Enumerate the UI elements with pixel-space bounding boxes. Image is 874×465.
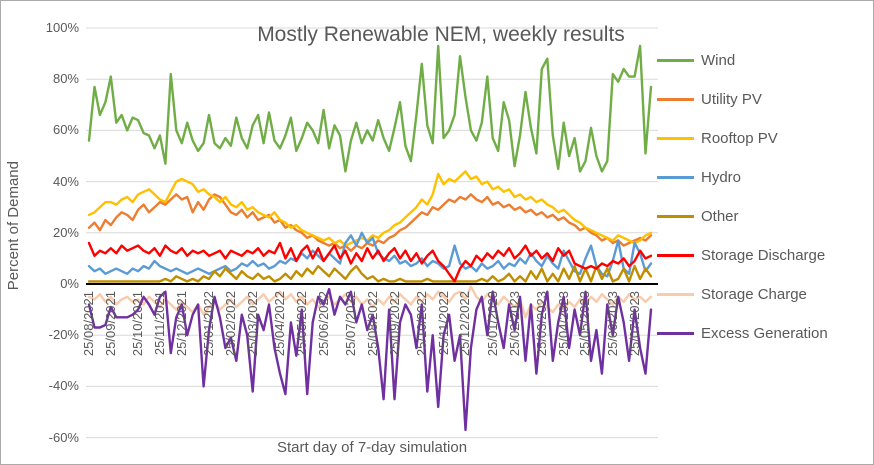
- legend-item-rooftop-pv[interactable]: Rooftop PV: [657, 119, 828, 158]
- legend-item-storage-discharge[interactable]: Storage Discharge: [657, 236, 828, 275]
- x-axis-title: Start day of 7-day simulation: [276, 439, 468, 456]
- y-tick-label: 80%: [52, 71, 79, 87]
- x-tick-label: 25/06/2022: [315, 291, 331, 357]
- x-tick-label: 25/11/2021: [151, 291, 167, 356]
- y-tick-label: -20%: [48, 327, 79, 343]
- y-tick-label: 100%: [45, 20, 79, 35]
- series-line-rooftop-pv: [87, 170, 653, 247]
- x-tick-label: 25/06/2023: [604, 291, 620, 357]
- legend-item-utility-pv[interactable]: Utility PV: [657, 80, 828, 119]
- x-tick-label: 25/09/2021: [102, 291, 118, 357]
- series-line-wind: [87, 44, 653, 173]
- x-tick-label: 25/10/2021: [130, 291, 146, 357]
- x-tick-label: 25/12/2021: [173, 291, 189, 357]
- series-line-excess-generation: [87, 287, 653, 432]
- legend-swatch-utility-pv: [657, 98, 694, 101]
- x-tick-label: 25/09/2022: [386, 291, 402, 357]
- legend-label: Hydro: [701, 169, 742, 186]
- y-tick-label: 40%: [52, 173, 79, 189]
- legend: Wind Utility PV Rooftop PV Hydro Other S…: [657, 41, 828, 353]
- legend-swatch-hydro: [657, 176, 694, 179]
- legend-label: Other: [701, 208, 739, 225]
- legend-item-excess-generation[interactable]: Excess Generation: [657, 314, 828, 353]
- legend-swatch-storage-charge: [657, 293, 694, 296]
- legend-label: Wind: [701, 52, 736, 69]
- x-tick-label: 25/12/2022: [457, 291, 473, 357]
- x-tick-label: 25/08/2021: [81, 291, 96, 357]
- y-tick-label: -40%: [48, 378, 79, 394]
- y-tick-label: 60%: [52, 122, 79, 138]
- y-tick-label: 0%: [60, 276, 79, 291]
- x-tick-label: 25/05/2022: [293, 291, 309, 357]
- legend-label: Storage Discharge: [701, 247, 826, 264]
- legend-swatch-other: [657, 215, 694, 218]
- x-tick-label: 25/03/2023: [533, 291, 549, 357]
- legend-swatch-rooftop-pv: [657, 137, 694, 140]
- x-tick-label: 25/04/2022: [271, 291, 287, 357]
- series-line-utility-pv: [87, 193, 653, 252]
- x-tick-label: 25/05/2023: [577, 291, 593, 357]
- legend-item-hydro[interactable]: Hydro: [657, 158, 828, 197]
- legend-swatch-wind: [657, 59, 694, 62]
- legend-label: Rooftop PV: [701, 130, 778, 147]
- y-tick-label: -60%: [48, 429, 79, 445]
- series-line-storage-discharge: [87, 241, 653, 283]
- x-tick-label: 25/07/2023: [626, 291, 642, 357]
- x-tick-label: 25/02/2022: [222, 291, 238, 357]
- x-tick-label: 25/10/2022: [413, 291, 429, 357]
- chart-title: Mostly Renewable NEM, weekly results: [257, 23, 625, 46]
- legend-swatch-storage-discharge: [657, 254, 694, 257]
- legend-label: Utility PV: [701, 91, 762, 108]
- x-tick-label: 25/03/2022: [244, 291, 260, 357]
- x-tick-label: 25/04/2023: [555, 291, 571, 357]
- legend-label: Excess Generation: [701, 325, 828, 342]
- x-tick-label: 25/07/2022: [342, 291, 358, 357]
- y-tick-label: 20%: [52, 224, 79, 240]
- series-line-other: [87, 264, 653, 283]
- legend-label: Storage Charge: [701, 286, 807, 303]
- legend-item-other[interactable]: Other: [657, 197, 828, 236]
- x-tick-label: 25/11/2022: [435, 291, 451, 356]
- y-axis-title: Percent of Demand: [5, 161, 22, 291]
- series-line-hydro: [87, 231, 653, 278]
- x-tick-label: 25/01/2022: [201, 291, 217, 357]
- series-line-storage-charge: [87, 285, 653, 319]
- x-tick-label: 25/08/2022: [364, 291, 380, 357]
- legend-item-storage-charge[interactable]: Storage Charge: [657, 275, 828, 314]
- legend-item-wind[interactable]: Wind: [657, 41, 828, 80]
- x-tick-label: 25/02/2023: [506, 291, 522, 357]
- legend-swatch-excess-generation: [657, 332, 694, 335]
- x-tick-label: 25/01/2023: [484, 291, 500, 357]
